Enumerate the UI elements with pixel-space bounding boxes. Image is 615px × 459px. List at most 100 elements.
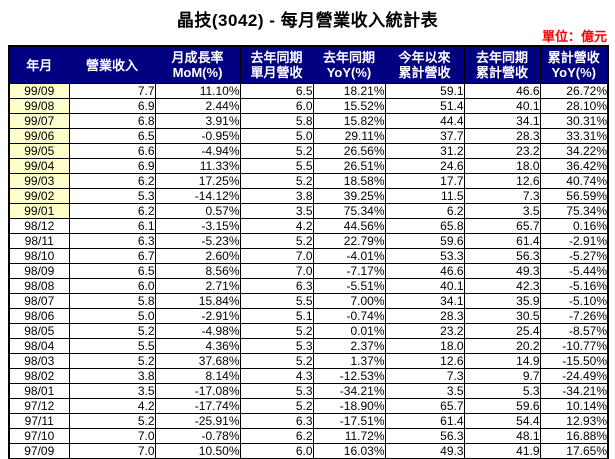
column-header: 營業收入 bbox=[68, 45, 156, 84]
value-cell: 6.7 bbox=[68, 248, 156, 264]
value-cell: 28.3 bbox=[463, 128, 541, 144]
table-row: 98/10 6.7 2.60% 7.0 -4.01% 53.3 56.3 -5.27% bbox=[8, 248, 609, 264]
month-cell: 99/02 bbox=[8, 188, 70, 204]
value-cell: 49.3 bbox=[463, 263, 541, 279]
value-cell: 5.2 bbox=[68, 413, 156, 429]
value-cell: 65.7 bbox=[384, 398, 465, 414]
value-cell: 25.4 bbox=[463, 323, 541, 339]
value-cell: 5.3 bbox=[68, 188, 156, 204]
value-cell: 28.3 bbox=[384, 308, 465, 324]
value-cell: 18.0 bbox=[384, 338, 465, 354]
table-row: 99/07 6.8 3.91% 5.8 15.82% 44.4 34.1 30.31% bbox=[8, 113, 609, 129]
value-cell: -3.15% bbox=[154, 218, 241, 234]
value-cell: -5.27% bbox=[539, 248, 609, 264]
value-cell: 16.03% bbox=[312, 443, 386, 459]
month-cell: 99/05 bbox=[8, 143, 70, 159]
value-cell: 53.3 bbox=[384, 248, 465, 264]
value-cell: -4.98% bbox=[154, 323, 241, 339]
value-cell: 12.93% bbox=[539, 413, 609, 429]
value-cell: 26.72% bbox=[539, 83, 609, 99]
value-cell: -5.16% bbox=[539, 278, 609, 294]
value-cell: 9.7 bbox=[463, 368, 541, 384]
value-cell: 5.2 bbox=[239, 173, 314, 189]
value-cell: 26.56% bbox=[312, 143, 386, 159]
value-cell: 4.3 bbox=[239, 368, 314, 384]
month-cell: 98/03 bbox=[8, 353, 70, 369]
month-cell: 98/11 bbox=[8, 233, 70, 249]
value-cell: 5.2 bbox=[239, 353, 314, 369]
value-cell: -5.23% bbox=[154, 233, 241, 249]
value-cell: 39.25% bbox=[312, 188, 386, 204]
month-cell: 99/03 bbox=[8, 173, 70, 189]
table-row: 98/05 5.2 -4.98% 5.2 0.01% 23.2 25.4 -8.57% bbox=[8, 323, 609, 339]
value-cell: 48.1 bbox=[463, 428, 541, 444]
value-cell: 6.3 bbox=[239, 278, 314, 294]
page-title: 晶技(3042) - 每月營業收入統計表 bbox=[176, 11, 439, 30]
value-cell: 2.44% bbox=[154, 98, 241, 114]
value-cell: 5.0 bbox=[239, 128, 314, 144]
table-row: 98/11 6.3 -5.23% 5.2 22.79% 59.6 61.4 -2.91% bbox=[8, 233, 609, 249]
value-cell: -34.21% bbox=[312, 383, 386, 399]
value-cell: 7.0 bbox=[68, 428, 156, 444]
table-row: 99/08 6.9 2.44% 6.0 15.52% 51.4 40.1 28.10% bbox=[8, 98, 609, 114]
value-cell: 7.0 bbox=[239, 263, 314, 279]
value-cell: 34.1 bbox=[463, 113, 541, 129]
month-cell: 97/11 bbox=[8, 413, 70, 429]
value-cell: 6.0 bbox=[239, 98, 314, 114]
table-row: 97/11 5.2 -25.91% 6.3 -17.51% 61.4 54.4 12.93% bbox=[8, 413, 609, 429]
value-cell: 65.8 bbox=[384, 218, 465, 234]
table-row: 98/03 5.2 37.68% 5.2 1.37% 12.6 14.9 -15.50% bbox=[8, 353, 609, 369]
table-row: 98/09 6.5 8.56% 7.0 -7.17% 46.6 49.3 -5.44% bbox=[8, 263, 609, 279]
value-cell: 44.56% bbox=[312, 218, 386, 234]
month-cell: 98/12 bbox=[8, 218, 70, 234]
column-header-line2: 累計營收 bbox=[475, 65, 528, 80]
value-cell: 34.1 bbox=[384, 293, 465, 309]
value-cell: 6.2 bbox=[68, 203, 156, 219]
month-cell: 97/10 bbox=[8, 428, 70, 444]
value-cell: 5.2 bbox=[239, 398, 314, 414]
value-cell: 14.9 bbox=[463, 353, 541, 369]
value-cell: 15.52% bbox=[312, 98, 386, 114]
value-cell: 6.3 bbox=[239, 413, 314, 429]
value-cell: 5.8 bbox=[239, 113, 314, 129]
month-cell: 99/06 bbox=[8, 128, 70, 144]
column-header-line1: 去年同期 bbox=[322, 50, 375, 65]
value-cell: 5.3 bbox=[463, 383, 541, 399]
value-cell: 26.51% bbox=[312, 158, 386, 174]
value-cell: 65.7 bbox=[463, 218, 541, 234]
value-cell: 17.7 bbox=[384, 173, 465, 189]
value-cell: 11.33% bbox=[154, 158, 241, 174]
value-cell: 7.3 bbox=[463, 188, 541, 204]
month-cell: 98/05 bbox=[8, 323, 70, 339]
value-cell: 5.2 bbox=[68, 323, 156, 339]
value-cell: -12.53% bbox=[312, 368, 386, 384]
table-row: 98/12 6.1 -3.15% 4.2 44.56% 65.8 65.7 0.16% bbox=[8, 218, 609, 234]
column-header: 今年以來 累計營收 bbox=[384, 45, 465, 84]
value-cell: -4.01% bbox=[312, 248, 386, 264]
value-cell: 5.3 bbox=[239, 338, 314, 354]
value-cell: 44.4 bbox=[384, 113, 465, 129]
value-cell: 37.7 bbox=[384, 128, 465, 144]
value-cell: -14.12% bbox=[154, 188, 241, 204]
month-cell: 99/09 bbox=[8, 83, 70, 99]
value-cell: 7.00% bbox=[312, 293, 386, 309]
table-row: 99/04 6.9 11.33% 5.5 26.51% 24.6 18.0 36.42% bbox=[8, 158, 609, 174]
monthly-revenue-table: 年月 營業收入 月成長率 MoM(%) 去年同期 單月營收 去年同期 YoY(%) 今年以來 累計… bbox=[8, 45, 609, 459]
value-cell: 3.5 bbox=[384, 383, 465, 399]
value-cell: 18.0 bbox=[463, 158, 541, 174]
value-cell: 10.14% bbox=[539, 398, 609, 414]
value-cell: -0.78% bbox=[154, 428, 241, 444]
value-cell: -4.94% bbox=[154, 143, 241, 159]
value-cell: 6.5 bbox=[68, 128, 156, 144]
value-cell: 3.91% bbox=[154, 113, 241, 129]
value-cell: -34.21% bbox=[539, 383, 609, 399]
value-cell: -17.74% bbox=[154, 398, 241, 414]
month-cell: 97/12 bbox=[8, 398, 70, 414]
value-cell: 34.22% bbox=[539, 143, 609, 159]
month-cell: 98/01 bbox=[8, 383, 70, 399]
month-cell: 98/06 bbox=[8, 308, 70, 324]
column-header: 去年同期 累計營收 bbox=[463, 45, 541, 84]
column-header: 累計營收 YoY(%) bbox=[539, 45, 609, 84]
value-cell: 46.6 bbox=[384, 263, 465, 279]
